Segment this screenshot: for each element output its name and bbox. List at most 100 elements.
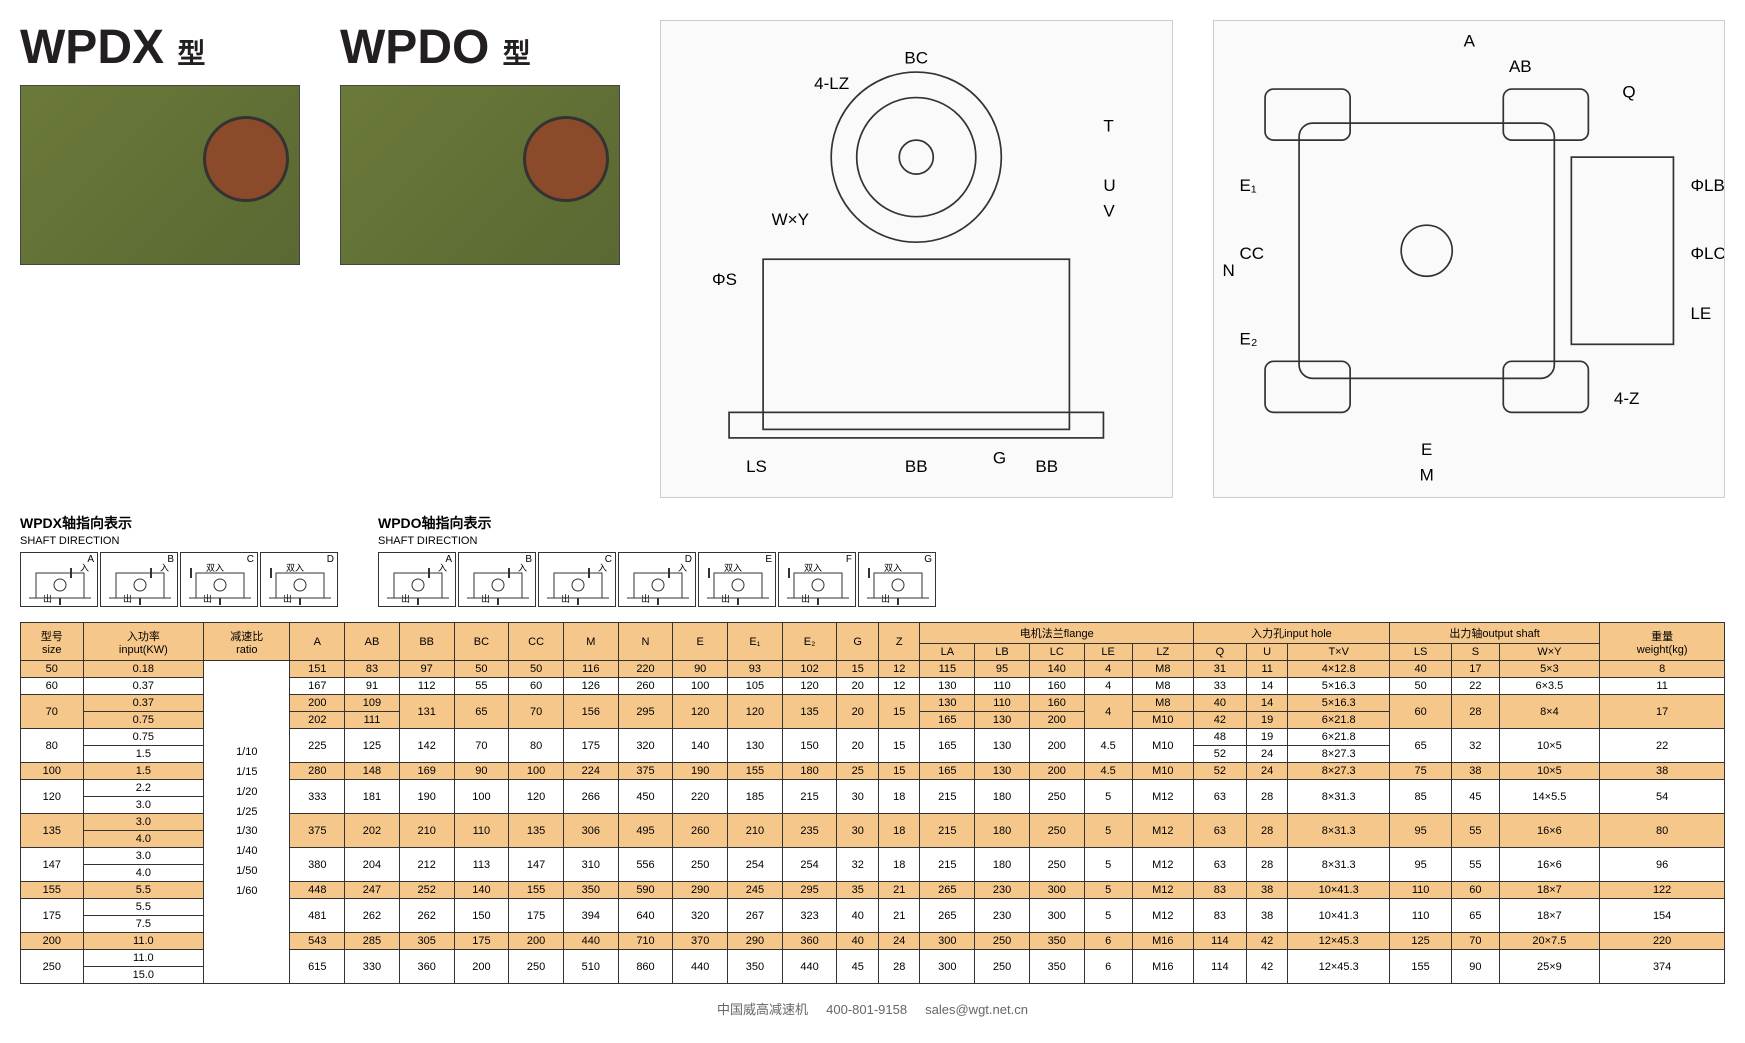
table-cell: 30 <box>837 814 879 848</box>
col-Z: Z <box>878 623 920 661</box>
table-cell: 55 <box>1452 848 1499 882</box>
table-cell: 250 <box>975 950 1030 984</box>
table-cell: 169 <box>399 763 454 780</box>
table-cell: 28 <box>1246 848 1288 882</box>
svg-text:ΦLC: ΦLC <box>1690 244 1724 263</box>
table-cell: 10×5 <box>1499 729 1600 763</box>
table-cell: 6×21.8 <box>1288 712 1390 729</box>
table-cell: 5×16.3 <box>1288 678 1390 695</box>
table-cell: 6×21.8 <box>1288 729 1390 746</box>
table-cell: 54 <box>1600 780 1725 814</box>
table-cell: 125 <box>345 729 400 763</box>
col-LE: LE <box>1084 644 1132 661</box>
col-E2: E₂ <box>782 623 837 661</box>
table-cell: 18×7 <box>1499 882 1600 899</box>
table-cell: 210 <box>399 814 454 848</box>
wpdo-shaft-icons: A 入 出B 入 出C 入 出D <box>378 552 936 607</box>
table-cell: 80 <box>1600 814 1725 848</box>
table-cell: 95 <box>975 661 1030 678</box>
col-Q: Q <box>1193 644 1246 661</box>
wpdo-title: WPDO 型 <box>340 20 620 75</box>
table-cell: 131 <box>399 695 454 729</box>
table-cell: 394 <box>563 899 618 933</box>
col-LC: LC <box>1029 644 1084 661</box>
table-cell: 330 <box>345 950 400 984</box>
wpdo-shaft-title: WPDO轴指向表示 <box>378 513 936 533</box>
svg-text:M: M <box>1419 465 1433 484</box>
header-section: WGT® WPDX 型 WPDO 型 BC 4-LZ ΦS LS BB BB G… <box>20 20 1725 498</box>
table-cell: 21 <box>878 882 920 899</box>
col-LZ: LZ <box>1132 644 1193 661</box>
table-cell: 19 <box>1246 729 1288 746</box>
table-cell: 220 <box>1600 933 1725 950</box>
table-cell: 142 <box>399 729 454 763</box>
table-cell: 50 <box>509 661 564 678</box>
table-cell: 33 <box>1193 678 1246 695</box>
table-cell: 305 <box>399 933 454 950</box>
table-cell: 38 <box>1600 763 1725 780</box>
table-cell: 20 <box>837 729 879 763</box>
table-cell: 185 <box>728 780 783 814</box>
table-header: 型号size 入功率input(KW) 减速比ratio A AB BB BC … <box>21 623 1725 661</box>
table-cell: 250 <box>975 933 1030 950</box>
table-cell: 45 <box>1452 780 1499 814</box>
table-body: 500.181/10 1/15 1/20 1/25 1/30 1/40 1/50… <box>21 661 1725 984</box>
wpdx-shaft-subtitle: SHAFT DIRECTION <box>20 535 338 547</box>
table-cell: 262 <box>399 899 454 933</box>
table-cell: 24 <box>1246 763 1288 780</box>
table-cell: 83 <box>1193 899 1246 933</box>
table-cell: 215 <box>920 848 975 882</box>
table-cell: 20 <box>837 678 879 695</box>
table-cell: 11 <box>1600 678 1725 695</box>
table-cell: 215 <box>782 780 837 814</box>
table-cell: 15.0 <box>83 967 204 984</box>
table-cell: 180 <box>975 848 1030 882</box>
col-E: E <box>673 623 728 661</box>
wpdo-shaft-subtitle: SHAFT DIRECTION <box>378 535 936 547</box>
table-cell: M8 <box>1132 678 1193 695</box>
table-cell: 250 <box>1029 814 1084 848</box>
col-U: U <box>1246 644 1288 661</box>
table-cell: 200 <box>1029 729 1084 763</box>
table-cell: 14 <box>1246 678 1288 695</box>
table-cell: 220 <box>618 661 673 678</box>
table-cell: 95 <box>1389 814 1451 848</box>
table-cell: 285 <box>345 933 400 950</box>
table-cell: 310 <box>563 848 618 882</box>
table-cell: 5 <box>1084 848 1132 882</box>
table-cell: 4.0 <box>83 865 204 882</box>
table-cell: 38 <box>1246 899 1288 933</box>
col-S: S <box>1452 644 1499 661</box>
table-cell: 290 <box>728 933 783 950</box>
col-size: 型号size <box>21 623 84 661</box>
svg-text:N: N <box>1222 261 1234 280</box>
table-cell: 200 <box>290 695 345 712</box>
table-cell: 590 <box>618 882 673 899</box>
table-cell: 110 <box>975 678 1030 695</box>
table-cell: 48 <box>1193 729 1246 746</box>
svg-text:4-LZ: 4-LZ <box>814 74 849 93</box>
table-cell: 1.5 <box>83 746 204 763</box>
table-cell: M10 <box>1132 712 1193 729</box>
table-cell: 495 <box>618 814 673 848</box>
table-cell: 220 <box>673 780 728 814</box>
table-cell: 200 <box>454 950 509 984</box>
table-cell: 254 <box>782 848 837 882</box>
table-cell: 65 <box>454 695 509 729</box>
svg-text:W×Y: W×Y <box>772 210 809 229</box>
col-BB: BB <box>399 623 454 661</box>
table-cell: 0.75 <box>83 729 204 746</box>
table-cell: 65 <box>1389 729 1451 763</box>
table-cell: 83 <box>345 661 400 678</box>
table-cell: 640 <box>618 899 673 933</box>
table-cell: 24 <box>878 933 920 950</box>
table-cell: 265 <box>920 882 975 899</box>
shaft-direction-icon: B 入 出 <box>458 552 536 607</box>
table-cell: 215 <box>920 814 975 848</box>
table-cell: 350 <box>563 882 618 899</box>
svg-text:BB: BB <box>905 457 928 476</box>
table-cell: 18 <box>878 814 920 848</box>
table-cell: 4.0 <box>83 831 204 848</box>
table-cell: 20 <box>837 695 879 729</box>
shaft-direction-icon: F 双入 出 <box>778 552 856 607</box>
